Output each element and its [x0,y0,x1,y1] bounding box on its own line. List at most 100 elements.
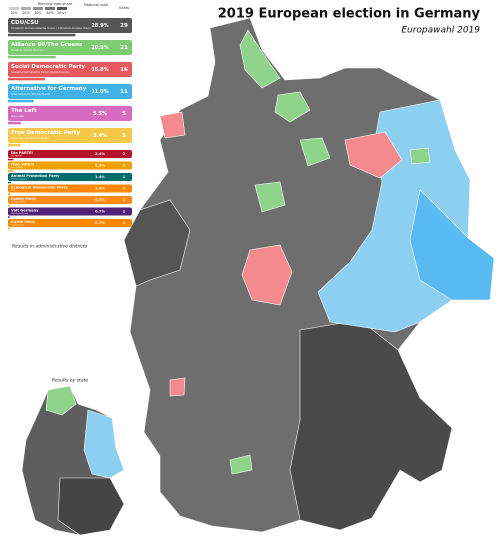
party-subname: ÖDP [11,189,16,192]
vote-bar [8,216,10,218]
scale-swatch [33,7,43,10]
party-subname: Tierschutzpartei [11,178,28,181]
scale-tick: 10% [10,11,17,15]
green-3 [254,181,286,213]
party-vote: 0.7% [95,210,105,214]
scale-tick: 20% [22,11,29,15]
party-subname: Volt Deutschland [11,212,29,215]
north-green [239,29,281,89]
pink-3 [159,111,186,139]
west-dark [123,199,191,287]
scale-tick: 40% [46,11,53,15]
party-seats: 1 [123,186,126,191]
party-seats: 1 [123,220,126,225]
vote-bar [8,170,14,172]
scale-tick: 50%+ [57,11,67,15]
vote-bar [8,204,10,207]
party-name: The Left [11,108,37,114]
party-name: Die PARTEI [11,151,33,155]
vote-bar [8,227,10,230]
party-seats: 21 [120,45,128,51]
party-vote: 0.7% [95,221,105,225]
party-row [8,84,132,99]
vote-bar [8,181,12,184]
subtitle: Europawahl 2019 [401,26,480,36]
party-row [8,62,132,77]
party-subname: Die PARTEI [11,155,22,158]
party-seats: 5 [122,133,126,139]
inset-east [83,409,125,479]
green-4 [229,454,253,475]
party-row [8,207,132,216]
party-seats: 2 [123,151,126,156]
party-vote: 11.0% [91,89,108,95]
title: 2019 European election in Germany [218,7,481,22]
party-vote: 1.4% [95,175,105,179]
party-name: Family Party [11,197,37,201]
party-seats: 2 [123,163,126,168]
vote-bar [8,143,21,147]
green-1 [274,91,311,123]
party-subname: Freie Wähler [11,166,24,169]
party-name: Pirate Party [11,220,36,224]
party-vote: 28.9% [91,23,108,29]
party-name: Social Democratic Party [11,64,86,70]
party-vote: 0.7% [95,198,105,202]
party-subname: Piratenpartei [11,224,24,227]
party-row [8,173,132,181]
party-row [8,40,132,55]
vote-bar [8,193,11,195]
pink-4 [169,377,186,397]
party-vote: 1.0% [95,187,105,191]
green-2 [299,137,331,167]
vote-bar [8,33,76,37]
scale-swatch [9,7,19,10]
district-note: Results in administrative districts [12,244,88,250]
party-subname: Sozialdemokratische Partei Deutschlands [11,70,69,74]
party-vote: 20.5% [91,45,108,51]
national-vote-label: National vote [84,3,109,7]
party-name: Ecological Democratic Party [11,186,68,190]
party-name: Free Voters [11,163,34,167]
party-vote: 15.8% [91,67,108,73]
pink-1 [344,131,403,179]
party-row [8,196,132,204]
party-vote: 5.4% [93,133,107,139]
scale-swatch [57,7,67,10]
party-name: Animal Protection Party [11,174,60,178]
party-subname: Freie Demokratische Partei [11,136,49,140]
seats-label: Seats [119,6,129,10]
party-name: Free Democratic Party [11,130,81,136]
party-vote: 5.5% [93,111,107,117]
party-row [8,150,132,158]
party-seats: 5 [122,111,126,117]
party-subname: Die Linke [11,114,24,118]
party-row [8,161,132,170]
scale-swatch [21,7,31,10]
south-dark [289,319,453,531]
vote-share-label: Winning vote share [38,2,74,6]
party-subname: Familien-Partei [11,201,26,204]
scale-tick: 30% [34,11,41,15]
inset-south [57,477,125,536]
party-vote: 2.4% [95,152,105,156]
party-subname: Bündnis 90/Die Grünen [11,48,44,52]
party-row [8,219,132,227]
green-berlin [409,147,431,165]
party-row [8,106,132,121]
party-vote: 2.2% [95,164,105,168]
party-seats: 16 [120,67,128,73]
party-row [8,18,132,33]
east-mid [409,189,495,301]
party-row [8,128,132,143]
inset-map [21,385,125,536]
party-name: Alliance 90/The Greens [11,42,83,48]
inset-label: Results by state [52,378,88,384]
vote-bar [8,55,56,59]
party-seats: 29 [120,23,128,29]
inset-north [45,385,77,416]
party-seats: 1 [123,209,126,214]
party-name: Volt Germany [11,209,39,213]
party-name: Alternative for Germany [11,86,87,92]
